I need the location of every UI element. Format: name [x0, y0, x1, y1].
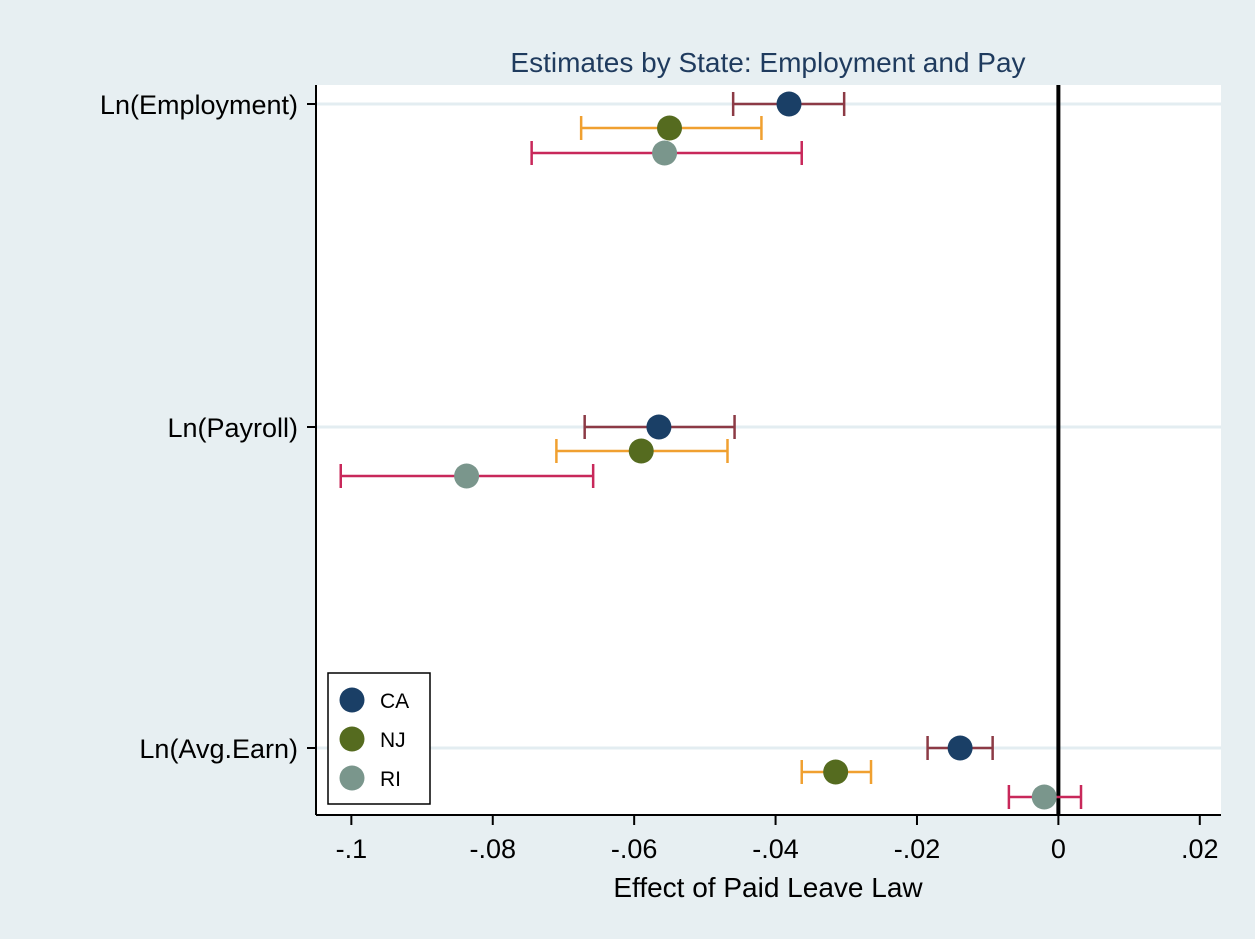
estimate-markers	[454, 91, 1057, 810]
estimate-marker-NJ-1	[657, 115, 683, 141]
x-tick-label: -.04	[752, 834, 799, 864]
estimate-marker-NJ-3	[823, 759, 849, 785]
y-tick-label: Ln(Avg.Earn)	[139, 734, 298, 764]
x-tick-label: -.02	[894, 834, 941, 864]
legend-marker-NJ	[339, 726, 365, 752]
legend-label-NJ: NJ	[380, 729, 406, 752]
estimate-marker-RI-3	[1031, 784, 1057, 810]
estimate-marker-NJ-2	[628, 438, 654, 464]
y-tick-label: Ln(Payroll)	[167, 413, 298, 443]
x-tick-label: 0	[1051, 834, 1066, 864]
legend-label-CA: CA	[380, 690, 409, 713]
chart-title: Estimates by State: Employment and Pay	[510, 47, 1025, 78]
legend: CA NJ RI	[327, 672, 431, 805]
x-tick-label: -.1	[336, 834, 368, 864]
estimate-marker-RI-2	[454, 463, 480, 489]
estimate-marker-RI-1	[652, 140, 678, 166]
x-axis-label: Effect of Paid Leave Law	[613, 872, 923, 903]
estimate-marker-CA-2	[646, 414, 672, 440]
estimate-marker-CA-3	[947, 735, 973, 761]
axes: Ln(Employment) Ln(Payroll) Ln(Avg.Earn) -.1…	[100, 85, 1221, 864]
x-tick-label: -.06	[611, 834, 658, 864]
legend-marker-CA	[339, 687, 365, 713]
legend-marker-RI	[339, 765, 365, 791]
plot-area	[316, 85, 1221, 815]
estimate-marker-CA-1	[776, 91, 802, 117]
x-tick-label: -.08	[469, 834, 516, 864]
legend-label-RI: RI	[380, 768, 401, 791]
x-tick-label: .02	[1181, 834, 1219, 864]
y-tick-label: Ln(Employment)	[100, 90, 298, 120]
